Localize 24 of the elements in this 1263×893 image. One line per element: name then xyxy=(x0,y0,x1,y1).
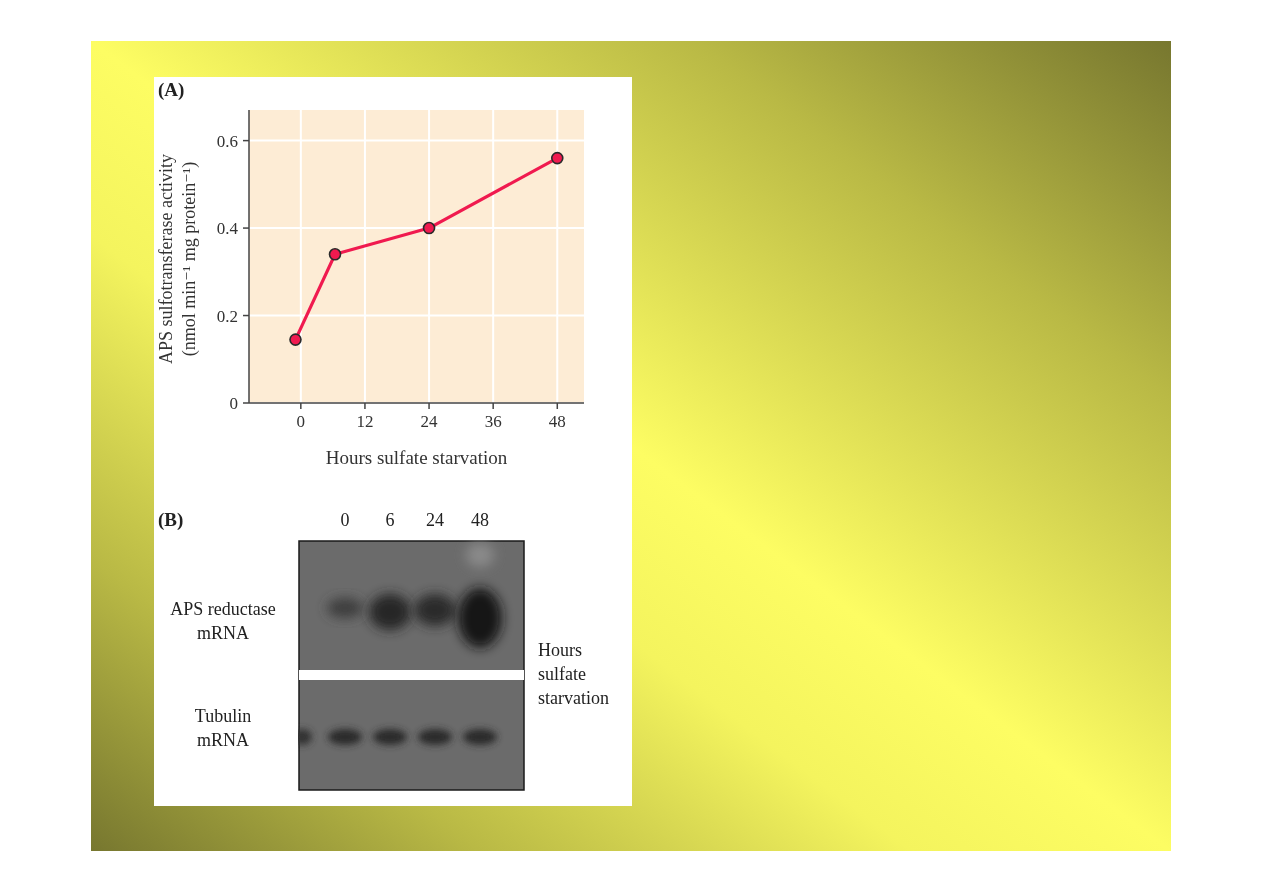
text: APS reductase mRNA xyxy=(169,598,277,645)
chart-title: (A) xyxy=(158,79,185,101)
x-tick-label: 48 xyxy=(548,412,566,432)
category-label: 48 xyxy=(470,510,490,531)
point xyxy=(328,248,342,261)
x-tick-label: 36 xyxy=(484,412,502,432)
y-tick-label: 0 xyxy=(229,394,238,414)
y-tick-label: 0.2 xyxy=(216,306,238,326)
point xyxy=(550,151,564,165)
point xyxy=(289,333,302,346)
point xyxy=(422,221,436,235)
x-tick-label: 12 xyxy=(356,412,374,432)
text: (B) xyxy=(158,509,184,531)
y-axis-title: APS sulfotransferase activity (nmol min⁻¹ mg protein⁻¹) xyxy=(155,153,200,366)
x-tick-label: 24 xyxy=(420,412,439,432)
category-label: 6 xyxy=(384,510,396,531)
y-tick-label: 0.6 xyxy=(216,131,238,151)
category-label: 24 xyxy=(425,510,445,531)
text: Hours sulfate starvation xyxy=(538,639,610,710)
category-label: 0 xyxy=(339,510,351,531)
text: Tubulin mRNA xyxy=(193,705,253,752)
x-tick-label: 0 xyxy=(296,412,306,432)
x-axis-title: Hours sulfate starvation xyxy=(324,447,509,469)
y-tick-label: 0.4 xyxy=(216,219,239,239)
